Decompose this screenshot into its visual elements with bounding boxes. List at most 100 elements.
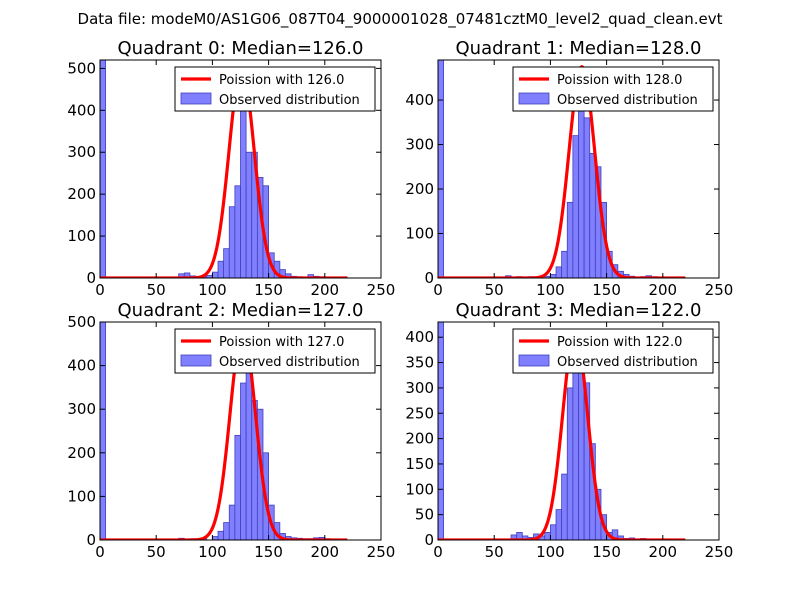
axes-frame [437, 321, 720, 541]
hist-bar [211, 536, 219, 540]
legend-label-poisson: Poission with 122.0 [557, 335, 682, 350]
hist-bar [217, 260, 225, 278]
panel-title: Quadrant 2: Median=127.0 [118, 300, 364, 321]
x-tick-label: 250 [367, 281, 396, 299]
quadrant-panel-2: Quadrant 2: Median=127.0 0 50 100 150 200 250 0… [67, 300, 395, 561]
x-tick-label: 200 [648, 543, 677, 561]
histogram [100, 322, 343, 540]
y-tick-label: 0 [86, 531, 96, 549]
hist-bar [583, 117, 591, 278]
legend: Poission with 128.0 Observed distribution [512, 66, 714, 112]
y-tick-label: 100 [67, 487, 96, 505]
hist-bar [550, 274, 557, 278]
y-tick-label: 400 [67, 101, 96, 119]
x-tick-label: 250 [705, 543, 734, 561]
hist-bar [544, 531, 551, 540]
legend-label-observed: Observed distribution [557, 93, 698, 108]
axes-frame [437, 59, 720, 279]
legend: Poission with 126.0 Observed distribution [174, 66, 376, 112]
hist-bar [589, 153, 596, 278]
suptitle: Data file: modeM0/AS1G06_087T04_90000010… [78, 10, 723, 29]
panel-title: Quadrant 0: Median=126.0 [118, 38, 364, 59]
panel-title: Quadrant 1: Median=128.0 [456, 38, 702, 59]
x-tick-label: 200 [310, 281, 339, 299]
hist-bar [240, 105, 247, 278]
hist-bar [555, 266, 563, 278]
legend-label-observed: Observed distribution [219, 93, 360, 108]
hist-bar [438, 322, 445, 540]
hist-bar [555, 509, 563, 540]
legend-box [512, 328, 714, 374]
poisson-curve [438, 65, 686, 278]
hist-bar [561, 473, 568, 540]
y-tick-label: 150 [405, 455, 434, 473]
x-tick-label: 250 [367, 543, 396, 561]
x-tick-label: 50 [485, 281, 504, 299]
x-tick-label: 100 [198, 281, 227, 299]
legend-label-poisson: Poission with 128.0 [557, 73, 682, 88]
y-tick-label: 400 [405, 91, 434, 109]
legend: Poission with 122.0 Observed distribution [512, 328, 714, 374]
hist-bar [234, 434, 241, 540]
y-tick-label: 200 [405, 430, 434, 448]
hist-bar [234, 185, 241, 278]
y-tick-label: 50 [415, 506, 434, 524]
y-tick-label: 0 [424, 269, 434, 287]
x-tick-label: 150 [254, 543, 283, 561]
hist-bar [240, 382, 247, 540]
y-tick-label: 200 [405, 180, 434, 198]
y-tick-label: 500 [67, 313, 96, 331]
x-tick-label: 0 [433, 281, 443, 299]
hist-bar [100, 322, 107, 540]
hist-bar [228, 206, 236, 278]
poisson-curve [100, 329, 348, 540]
y-tick-label: 250 [405, 404, 434, 422]
y-tick-label: 500 [67, 59, 96, 77]
y-tick-label: 400 [405, 328, 434, 346]
axes-frame [99, 321, 382, 541]
legend: Poission with 127.0 Observed distribution [174, 328, 376, 374]
y-tick-label: 300 [67, 143, 96, 161]
axes-frame [99, 59, 382, 279]
hist-bar [223, 248, 230, 278]
legend-label-observed: Observed distribution [557, 355, 698, 370]
y-tick-label: 200 [67, 444, 96, 462]
legend-label-observed: Observed distribution [219, 355, 360, 370]
x-tick-label: 0 [95, 543, 105, 561]
x-tick-label: 100 [198, 543, 227, 561]
x-tick-label: 150 [592, 281, 621, 299]
legend-label-poisson: Poission with 127.0 [219, 335, 344, 350]
x-tick-label: 0 [95, 281, 105, 299]
legend-patch-observed [518, 92, 550, 105]
y-tick-label: 400 [67, 357, 96, 375]
quadrant-panel-3: Quadrant 3: Median=122.0 0 50 100 150 200 250 0… [405, 300, 733, 561]
legend-patch-observed [180, 92, 212, 105]
y-tick-label: 300 [67, 400, 96, 418]
hist-bar [245, 151, 253, 278]
x-tick-label: 50 [485, 543, 504, 561]
poisson-curve [438, 330, 686, 540]
poisson-curve [100, 66, 348, 278]
y-tick-label: 200 [67, 185, 96, 203]
x-tick-label: 100 [536, 281, 565, 299]
hist-bar [572, 135, 579, 278]
y-tick-label: 100 [405, 225, 434, 243]
x-tick-label: 250 [705, 281, 734, 299]
hist-bar [578, 95, 585, 278]
x-tick-label: 150 [254, 281, 283, 299]
hist-bar [566, 201, 574, 278]
x-tick-label: 0 [433, 543, 443, 561]
y-tick-label: 0 [424, 531, 434, 549]
hist-bar [183, 272, 191, 278]
y-tick-label: 100 [405, 480, 434, 498]
quadrant-panel-1: Quadrant 1: Median=128.0 0 50 100 150 200 250 0… [405, 38, 733, 299]
y-tick-label: 100 [67, 227, 96, 245]
y-tick-label: 300 [405, 379, 434, 397]
x-tick-label: 200 [648, 281, 677, 299]
x-tick-label: 50 [147, 281, 166, 299]
x-tick-label: 50 [147, 543, 166, 561]
hist-bar [561, 250, 568, 278]
hist-bar [217, 530, 225, 540]
hist-bar [611, 529, 619, 540]
y-tick-label: 350 [405, 354, 434, 372]
